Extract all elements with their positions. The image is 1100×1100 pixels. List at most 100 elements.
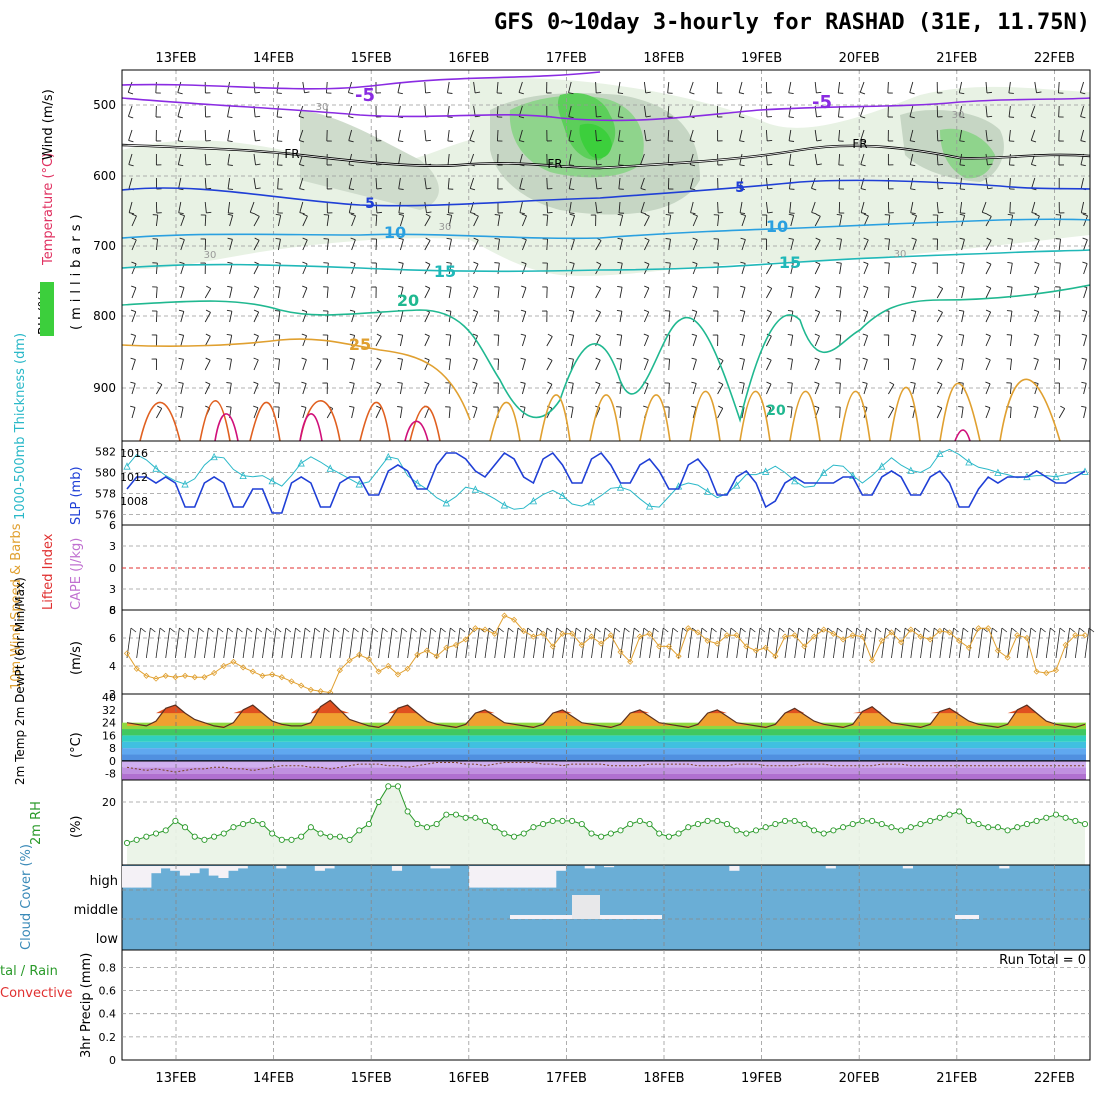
- wind-barb-flag: [376, 333, 382, 337]
- wind-barb: [277, 359, 280, 371]
- wind-barb-flag: [690, 212, 696, 215]
- wind10m-barb-flag: [275, 627, 282, 633]
- wind-barb-flag: [959, 237, 965, 240]
- wind-barb: [936, 312, 943, 323]
- wind-barb-flag: [494, 214, 500, 216]
- wind-barb: [741, 287, 746, 299]
- wind-barb: [424, 105, 427, 117]
- wind10m-barb-flag: [914, 627, 921, 633]
- rh2m-marker: [752, 827, 760, 834]
- wind-barb-flag: [130, 381, 136, 384]
- wind-barb: [619, 335, 623, 347]
- wind10m-marker: [162, 672, 169, 679]
- wind-barb: [692, 215, 698, 227]
- rh2m-tick: 20: [102, 796, 116, 809]
- wind-barb: [570, 215, 576, 227]
- wind-barb-flag: [938, 211, 944, 214]
- wind10m-barb-flag: [856, 627, 863, 633]
- wind-barb: [888, 408, 895, 419]
- wind-barb-flag: [690, 164, 696, 167]
- wind-barb-flag: [596, 285, 601, 289]
- wind-barb-flag: [1080, 140, 1086, 143]
- wind-barb: [619, 311, 623, 323]
- wind-barb: [546, 384, 553, 395]
- wind-barb: [521, 287, 527, 299]
- wind-barb-flag: [301, 405, 307, 408]
- wind-barb-flag: [472, 381, 478, 385]
- wind-barb: [253, 383, 259, 395]
- wind-barb-flag: [618, 116, 624, 118]
- wind-barb-flag: [177, 116, 183, 119]
- wind-barb-flag: [767, 285, 772, 289]
- wind-barb-flag: [157, 405, 162, 409]
- wind-barb-flag: [959, 261, 965, 264]
- date-label-top: 15FEB: [351, 51, 392, 66]
- slp-thickness-panel: 582 580 578 576 1016 1012 1008 1000-500mb Thi…: [13, 333, 1091, 526]
- temp2m-tick: 0: [109, 755, 116, 768]
- wind-barb: [909, 153, 914, 165]
- rh2m-marker: [762, 824, 769, 831]
- wind-barb: [1009, 311, 1013, 323]
- wind-barb-flag: [446, 261, 452, 264]
- wind-barb: [936, 383, 943, 395]
- wind-barb: [1080, 129, 1085, 141]
- cloud-high-clear: [604, 866, 615, 868]
- wind-barb-flag: [131, 285, 137, 289]
- wind-barb: [936, 201, 939, 213]
- wind-barb-flag: [836, 213, 842, 216]
- wind-barb: [277, 177, 279, 190]
- thickness-marker: [529, 496, 538, 505]
- pressure-tick: 700: [93, 239, 116, 253]
- rh-legend-swatch: [40, 282, 54, 336]
- wind-barb: [473, 311, 479, 323]
- wind-barb-flag: [766, 405, 772, 409]
- wind-barb-flag: [860, 91, 866, 95]
- wind-barb-flag: [227, 140, 233, 143]
- wind10m-barb: [455, 627, 461, 659]
- wind-barb: [595, 105, 597, 118]
- wind10m-barb: [184, 627, 190, 659]
- date-label-bottom: 20FEB: [839, 1071, 880, 1086]
- wind-barb-flag: [1080, 164, 1086, 167]
- wind-barb: [863, 359, 868, 371]
- wind-barb: [127, 81, 133, 93]
- wind10m-marker: [472, 625, 479, 632]
- wind10m-barb: [291, 627, 296, 659]
- wind10m-tick: 6: [109, 632, 116, 645]
- wind10m-barb-flag: [140, 627, 146, 633]
- wind-barb: [595, 177, 598, 189]
- wind-barb: [326, 105, 328, 118]
- wind-barb-flag: [547, 333, 553, 337]
- wind10m-barb: [204, 627, 209, 659]
- wind-barb: [277, 406, 280, 419]
- wind-barb-flag: [518, 92, 524, 95]
- wind-barb: [448, 407, 451, 419]
- wind-barb-flag: [446, 213, 452, 216]
- wind-barb: [936, 214, 939, 227]
- wind-barb-flag: [1080, 116, 1086, 119]
- wind-barb-flag: [424, 381, 430, 385]
- wind-barb: [668, 382, 670, 395]
- wind-barb-flag: [473, 237, 479, 241]
- slp-tick: 1016: [120, 447, 148, 460]
- rh2m-marker: [694, 821, 701, 828]
- wind-barb-flag: [519, 140, 525, 143]
- wind-barb: [1057, 81, 1060, 94]
- wind10m-marker: [530, 633, 537, 640]
- wind-barb-flag: [1034, 285, 1040, 289]
- wind-barb: [375, 360, 382, 371]
- wind-barb-flag: [348, 92, 354, 95]
- temperature-contours: [122, 71, 1090, 441]
- contour-label: 5: [365, 196, 375, 212]
- wind-barb-flag: [937, 333, 943, 337]
- wind10m-barb-flag: [933, 627, 940, 633]
- wind10m-barb-flag: [1040, 627, 1046, 633]
- wind-barb-flag: [472, 333, 478, 337]
- wind-barb: [910, 177, 914, 189]
- wind-barb: [253, 129, 256, 141]
- wind-barb-flag: [255, 163, 261, 166]
- wind-barb-flag: [985, 405, 991, 409]
- wind-barb: [863, 287, 869, 299]
- wind-barb-flag: [767, 163, 773, 166]
- wind10m-marker: [627, 658, 634, 665]
